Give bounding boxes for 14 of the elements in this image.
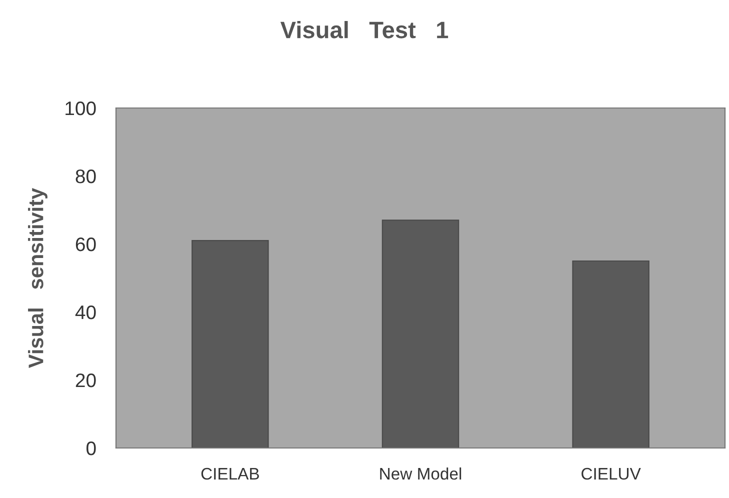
y-tick-label: 80 <box>76 169 96 184</box>
y-tick-label: 20 <box>76 373 96 388</box>
bar <box>572 260 650 448</box>
x-tick-label: New Model <box>380 467 462 480</box>
chart-title: Visual Test 1 <box>280 20 448 38</box>
y-tick-label: 40 <box>75 305 96 320</box>
x-tick-label: CIELAB <box>201 468 259 480</box>
x-tick-label: CIELUV <box>582 468 641 480</box>
y-tick-label: 100 <box>66 101 96 116</box>
y-tick-label: 0 <box>86 441 96 456</box>
bar <box>192 240 269 448</box>
y-tick-label: 60 <box>76 237 96 252</box>
bar <box>382 220 460 448</box>
y-axis-title: Visual sensitivity <box>28 188 48 368</box>
